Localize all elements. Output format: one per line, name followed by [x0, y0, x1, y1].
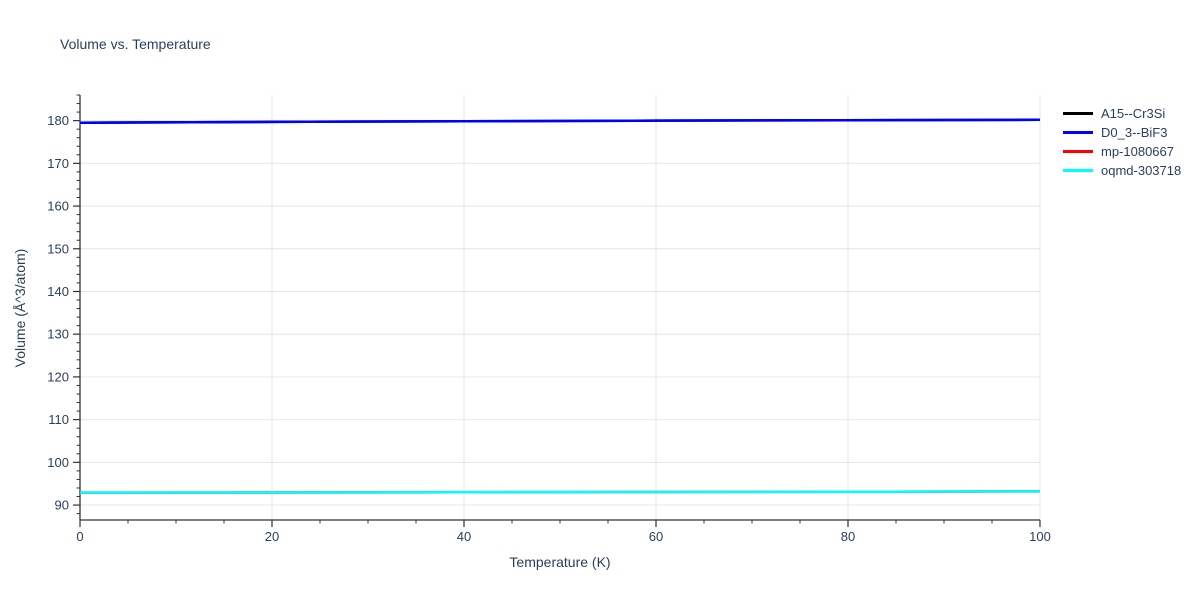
legend-label: A15--Cr3Si [1101, 106, 1166, 121]
legend-line-swatch [1063, 150, 1093, 153]
legend-label: D0_3--BiF3 [1101, 125, 1168, 140]
x-tick-label: 40 [457, 529, 471, 544]
y-axis-title: Volume (Å^3/atom) [12, 248, 28, 368]
y-tick-label: 100 [47, 455, 69, 470]
legend-item-d0-3-bif3[interactable]: D0_3--BiF3 [1063, 123, 1181, 142]
y-tick-label: 170 [47, 156, 69, 171]
legend-label: mp-1080667 [1101, 144, 1174, 159]
series-line-oqmd-303718 [79, 490, 1041, 494]
x-tick-label: 60 [649, 529, 663, 544]
legend-item-a15-cr3si[interactable]: A15--Cr3Si [1063, 104, 1181, 123]
series-line-d0-3-bif3 [79, 118, 1041, 125]
legend: A15--Cr3Si D0_3--BiF3 mp-1080667 oqmd-30371… [1063, 104, 1181, 180]
x-axis-title: Temperature (K) [509, 554, 611, 570]
y-tick-label: 110 [48, 412, 69, 427]
y-tick-label: 150 [47, 241, 69, 256]
chart-title: Volume vs. Temperature [60, 36, 211, 52]
x-tick-label: 0 [76, 529, 83, 544]
y-tick-label: 140 [47, 284, 69, 299]
x-tick-label: 100 [1029, 529, 1051, 544]
legend-item-mp-1080667[interactable]: mp-1080667 [1063, 142, 1181, 161]
legend-item-oqmd-303718[interactable]: oqmd-303718 [1063, 161, 1181, 180]
legend-line-swatch [1063, 112, 1093, 115]
legend-label: oqmd-303718 [1101, 163, 1182, 178]
y-tick-label: 90 [55, 498, 69, 513]
x-tick-label: 20 [265, 529, 279, 544]
legend-line-swatch [1063, 169, 1093, 172]
y-tick-label: 160 [47, 199, 69, 214]
y-tick-label: 120 [47, 369, 69, 384]
y-tick-label: 130 [47, 327, 69, 342]
y-tick-label: 180 [47, 113, 69, 128]
x-tick-label: 80 [841, 529, 855, 544]
legend-line-swatch [1063, 131, 1093, 134]
